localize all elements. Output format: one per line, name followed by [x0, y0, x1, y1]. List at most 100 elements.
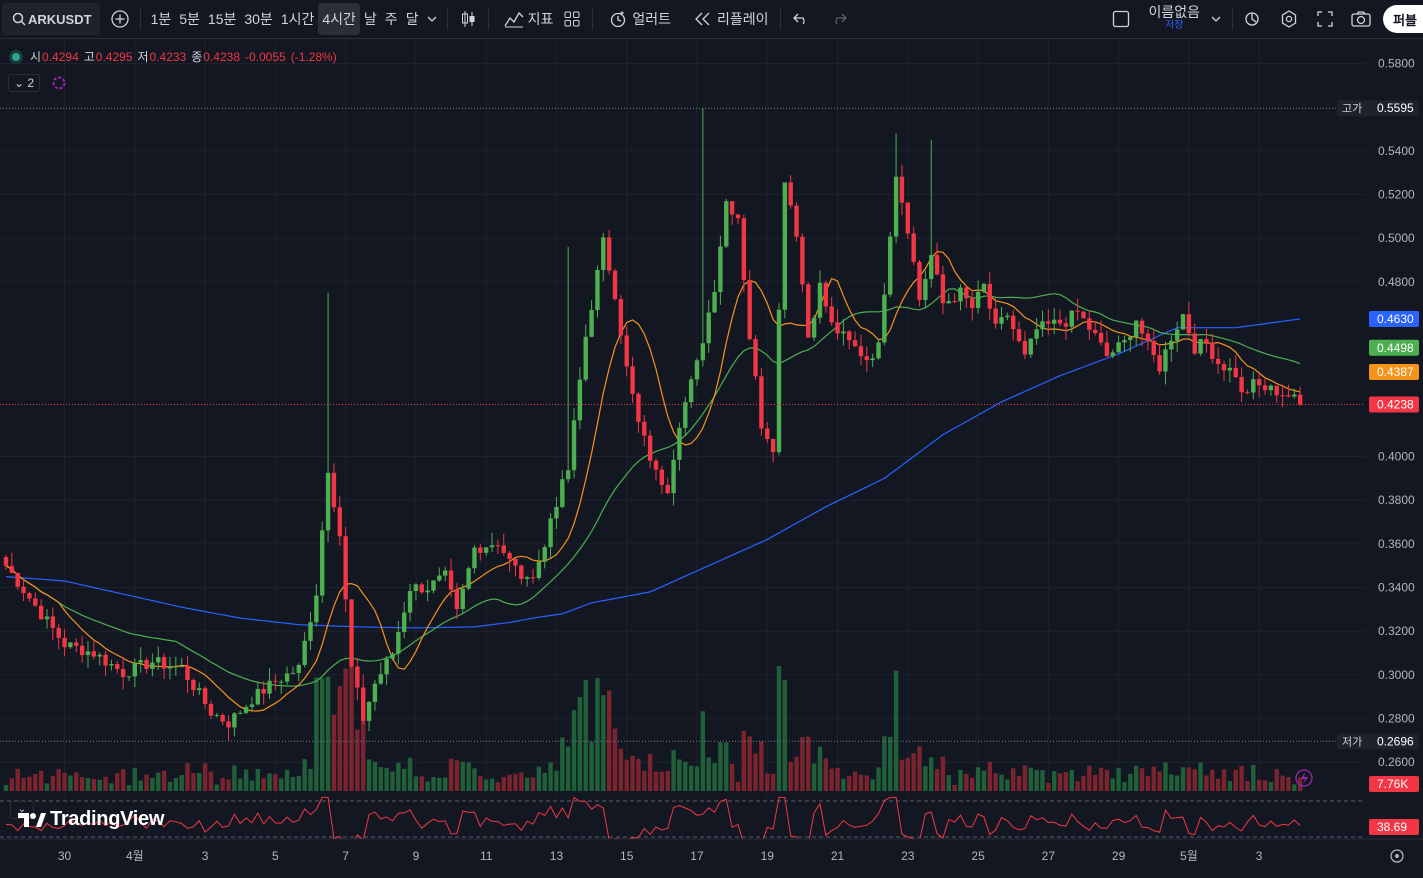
candle-body [665, 484, 670, 494]
compare-add-icon[interactable] [106, 4, 134, 34]
price-chart[interactable]: 50.00 0.5800 0.5400 0.5200 0.5000 0.4800 0.40… [0, 39, 1423, 878]
candle-body [466, 568, 471, 589]
timeframe-1m[interactable]: 1분 [150, 11, 172, 27]
volume-bar [1022, 765, 1028, 791]
candle-body [115, 664, 120, 669]
volume-bar [870, 779, 875, 791]
volume-bar [765, 773, 770, 791]
candle-body [419, 584, 424, 593]
chevron-down-icon[interactable] [423, 4, 441, 34]
alert-button[interactable]: 얼러트 [599, 4, 676, 34]
price-axis[interactable]: 0.5800 0.5400 0.5200 0.5000 0.4800 0.4000 0.38… [1365, 39, 1423, 839]
last-price-badge-bg [1369, 396, 1419, 413]
timeframe-15m[interactable]: 15분 [207, 11, 237, 27]
high-value: 0.4295 [95, 49, 133, 64]
layout-square-icon[interactable] [1107, 4, 1135, 34]
templates-grid-icon[interactable] [558, 4, 586, 34]
price-axis-background [1365, 39, 1423, 839]
timeframe-1h[interactable]: 1시간 [280, 11, 315, 27]
volume-bar [753, 753, 758, 791]
candle-body [343, 536, 348, 600]
candle-body [852, 340, 858, 347]
volume-bar [161, 770, 167, 791]
timeframe-30m[interactable]: 30분 [244, 11, 273, 27]
candle-body [1174, 329, 1180, 341]
candle-body [472, 547, 477, 569]
candle-body [1204, 339, 1209, 343]
volume-bar [624, 759, 629, 791]
volume-bar [1128, 773, 1133, 791]
volume-bar [595, 678, 600, 791]
publish-button[interactable]: 퍼블 [1383, 5, 1423, 33]
candle-body [74, 642, 79, 646]
candle-body [407, 590, 413, 613]
price-tick-label: 0.3200 [1378, 624, 1415, 638]
candle-body [255, 688, 261, 705]
candle-body [794, 205, 799, 237]
tradingview-logo: TradingView [18, 808, 164, 831]
candle-body [864, 356, 870, 361]
volume-bar [460, 761, 465, 791]
quick-search-icon[interactable] [1239, 4, 1267, 34]
settings-gear-icon[interactable] [1275, 4, 1303, 34]
camera-icon[interactable] [1347, 4, 1375, 34]
volume-bar [3, 784, 9, 791]
high-label: 고 [83, 50, 95, 64]
timeframe-5m[interactable]: 5분 [179, 11, 200, 27]
candle-body [1157, 355, 1162, 372]
candle-body [15, 572, 20, 587]
indicators-button[interactable]: 지표 [495, 4, 559, 34]
time-tick-label: 13 [550, 849, 564, 863]
volume-bars [3, 666, 1303, 791]
volume-bar [1081, 775, 1086, 791]
volume-bar [1174, 775, 1180, 791]
candle-body [33, 598, 38, 606]
symbol-search-button[interactable]: ARKUSDT [2, 3, 100, 35]
price-tick-label: 0.5000 [1378, 231, 1415, 245]
replay-button[interactable]: 리플레이 [684, 4, 774, 34]
volume-bar [671, 750, 676, 791]
candle-body [724, 201, 729, 247]
redo-icon[interactable] [825, 4, 853, 34]
layout-status: 저장 [1165, 20, 1184, 31]
candle-body [993, 308, 998, 324]
volume-bar [958, 769, 963, 791]
volume-bar [197, 773, 202, 791]
volume-bar [296, 776, 301, 791]
timeframe-4h[interactable]: 4시간 [318, 3, 360, 35]
ma-mid-line [5, 288, 1301, 687]
indicator-collapse-button[interactable]: ⌄ 2 [8, 74, 41, 92]
ma-short-badge: 0.4387 [1377, 365, 1414, 379]
timeframe-day[interactable]: 날 [363, 11, 377, 27]
indicator-settings-icon[interactable] [52, 76, 66, 90]
volume-bar [1098, 767, 1104, 791]
time-tick-label: 4월 [126, 849, 144, 863]
candle-body [156, 657, 161, 663]
candle-body [975, 291, 981, 309]
timeframe-month[interactable]: 달 [405, 11, 419, 27]
undo-icon[interactable] [787, 4, 815, 34]
timeframe-week[interactable]: 주 [384, 11, 398, 27]
candle-body [214, 715, 220, 717]
chevron-down-icon[interactable] [1206, 4, 1226, 34]
candle-body [882, 294, 887, 343]
candle-body [659, 469, 665, 485]
volume-bar [1286, 777, 1291, 791]
candle-body [1169, 340, 1174, 350]
volume-bar [407, 757, 413, 791]
candlestick-type-icon[interactable] [454, 4, 482, 34]
layout-name-button[interactable]: 이름없음 저장 [1149, 5, 1201, 32]
candle-body [1092, 329, 1098, 334]
volume-bar [847, 775, 852, 791]
candle-body [290, 672, 296, 674]
fullscreen-icon[interactable] [1311, 4, 1339, 34]
volume-bar [601, 695, 606, 791]
time-tick-label: 21 [831, 849, 845, 863]
candle-body [208, 703, 214, 716]
volume-bar [1251, 764, 1256, 791]
time-axis[interactable]: 30 4월 3 5 7 9 11 13 15 17 19 21 23 25 27 29 5월 3 [0, 838, 1423, 878]
candle-body [448, 570, 454, 590]
candle-body [952, 301, 957, 303]
volume-bar [79, 777, 85, 791]
volume-bar [776, 666, 782, 791]
